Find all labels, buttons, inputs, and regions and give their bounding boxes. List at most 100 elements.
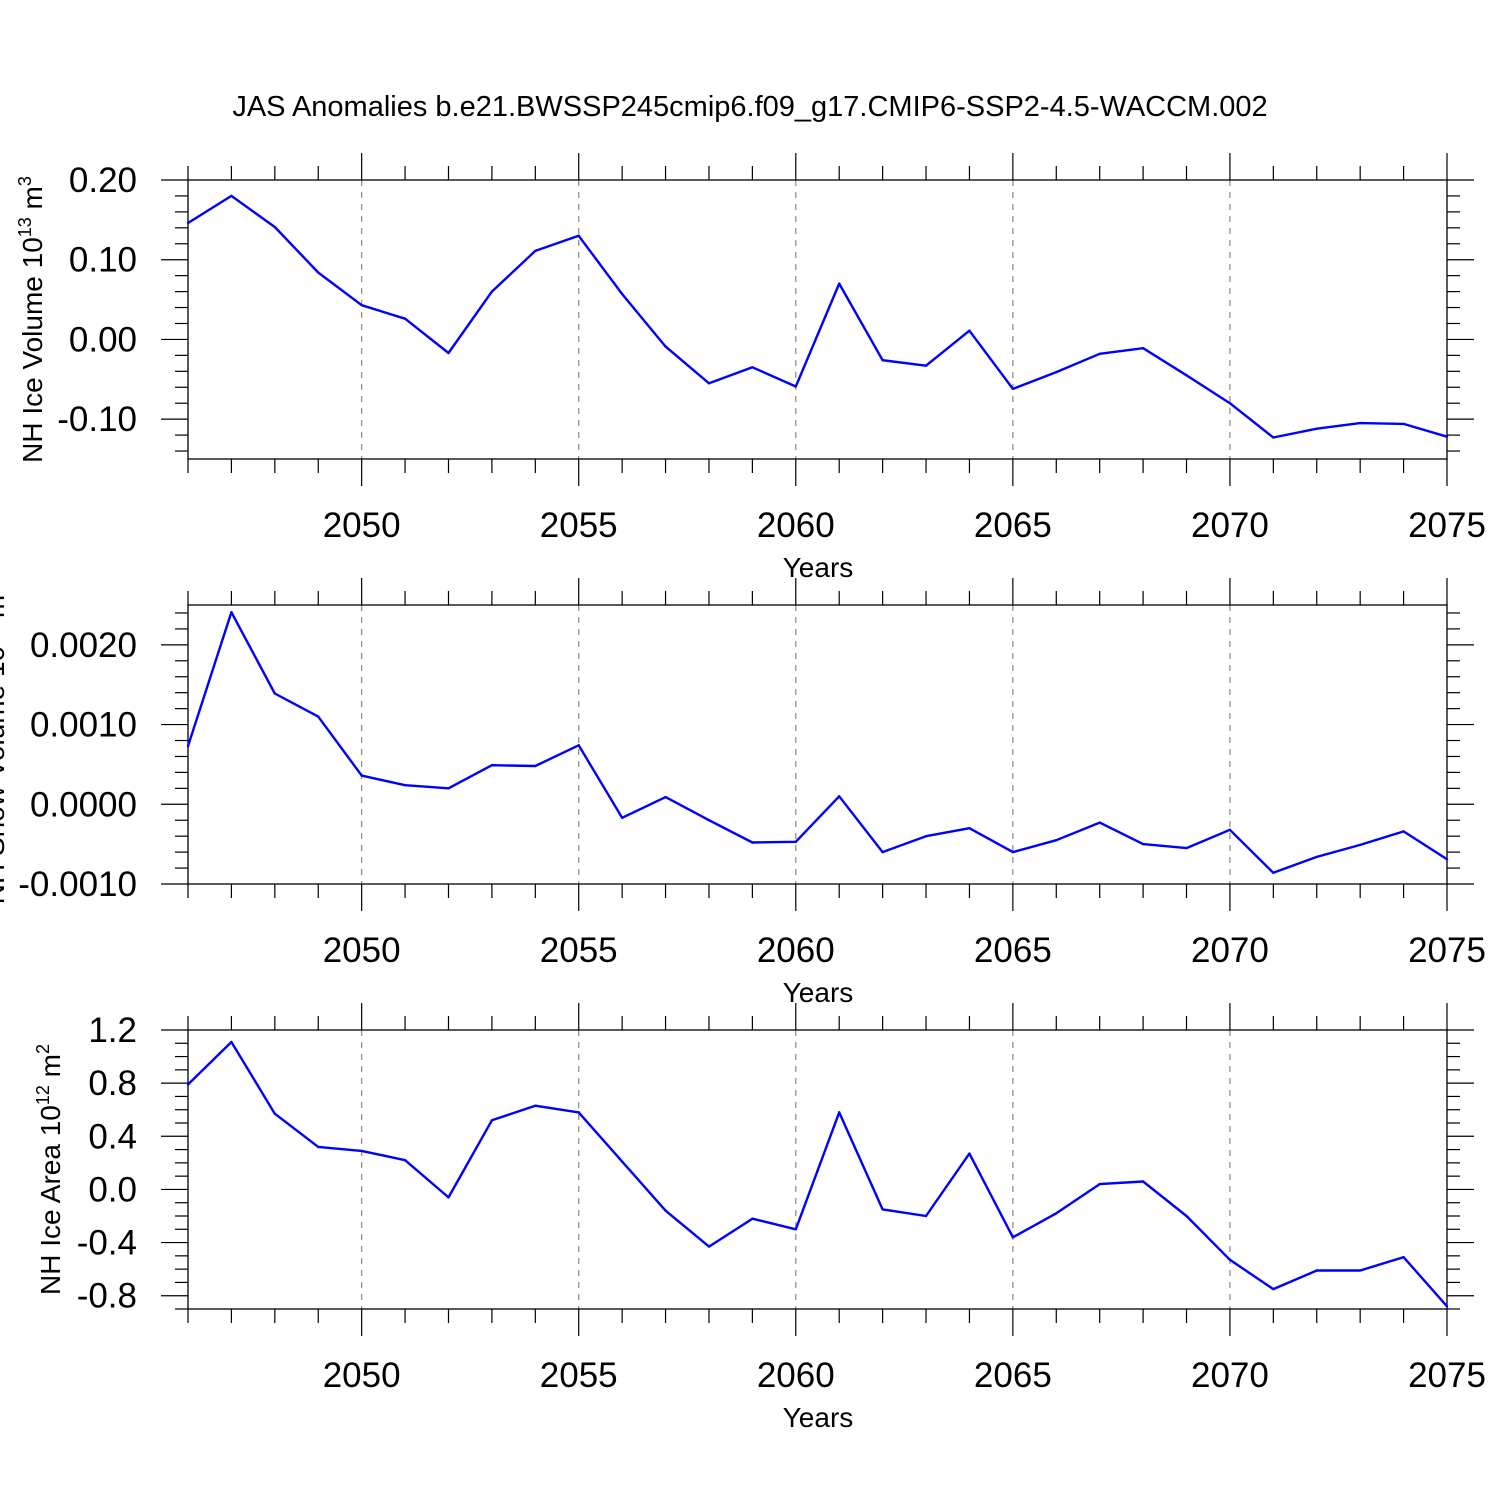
data-point <box>881 1208 884 1211</box>
data-point <box>1358 1269 1362 1272</box>
data-point <box>1055 370 1058 374</box>
data-point <box>1011 387 1015 391</box>
data-point <box>707 1245 711 1248</box>
data-point <box>447 1196 450 1199</box>
x-tick-label: 2075 <box>1408 1356 1486 1395</box>
data-point <box>186 744 190 748</box>
x-axis-label: Years <box>783 977 854 1008</box>
data-point <box>447 351 450 355</box>
data-point <box>1098 821 1101 824</box>
data-point <box>1185 1214 1188 1218</box>
data-point <box>534 249 537 253</box>
data-point <box>360 303 363 307</box>
data-point <box>1315 855 1318 859</box>
data-point <box>968 329 971 332</box>
data-point <box>1141 1180 1145 1183</box>
y-tick-label: -0.0010 <box>18 865 137 904</box>
data-point <box>1011 1236 1015 1239</box>
data-point <box>707 382 711 385</box>
y-axis-label-unit: m <box>17 186 48 217</box>
x-tick-label: 2060 <box>757 506 835 545</box>
data-point <box>273 1112 277 1115</box>
data-point <box>273 692 277 695</box>
y-tick-label: 0.10 <box>69 241 137 280</box>
x-tick-label: 2065 <box>974 506 1052 545</box>
y-tick-label: 0.00 <box>69 320 137 359</box>
data-point <box>403 783 407 787</box>
data-point <box>1272 436 1275 439</box>
data-point <box>1055 1212 1058 1215</box>
data-point <box>1185 374 1188 377</box>
x-tick-label: 2065 <box>974 931 1052 970</box>
data-point <box>1445 1305 1449 1308</box>
data-point <box>1358 843 1362 847</box>
data-point <box>620 1160 624 1163</box>
data-point <box>490 764 494 767</box>
data-point <box>403 317 407 320</box>
data-point <box>1315 1269 1318 1272</box>
x-tick-label: 2050 <box>323 931 401 970</box>
x-tick-label: 2055 <box>540 931 618 970</box>
data-point <box>317 715 320 718</box>
data-point <box>1402 1255 1405 1259</box>
data-point <box>1445 435 1449 438</box>
data-point <box>230 1040 233 1044</box>
data-point <box>534 764 537 768</box>
x-tick-label: 2075 <box>1408 931 1486 970</box>
data-point <box>881 358 884 362</box>
chart-title: JAS Anomalies b.e21.BWSSP245cmip6.f09_g1… <box>232 91 1267 123</box>
data-point <box>273 225 277 229</box>
data-point <box>838 282 841 285</box>
data-point <box>1098 1182 1101 1186</box>
y-tick-label: -0.10 <box>57 400 137 439</box>
y-axis-label-text: NH Ice Area 10 <box>35 1105 66 1295</box>
panel-1: 2050 2055 2060 2065 2070 2075 Years -0.10 0.00 0.… <box>15 153 1486 583</box>
data-point <box>707 819 711 822</box>
data-point <box>1228 828 1232 831</box>
y-tick-label: 0.4 <box>88 1117 137 1156</box>
x-tick-label: 2050 <box>323 1356 401 1395</box>
data-point <box>534 1104 537 1107</box>
plot-frame <box>187 1029 1448 1310</box>
y-tick-label: 0.20 <box>69 161 137 200</box>
data-point <box>968 1152 971 1155</box>
series-line <box>187 194 1448 439</box>
y-axis-label-text: NH Ice Volume 10 <box>17 237 48 463</box>
data-point <box>230 610 233 614</box>
y-tick-label: -0.8 <box>77 1277 137 1316</box>
data-point <box>924 834 928 838</box>
y-axis-label: NH Ice Volume 1013 m3 <box>15 176 48 463</box>
data-point <box>838 1111 841 1114</box>
data-point <box>317 1145 320 1149</box>
data-point <box>360 1149 363 1153</box>
series-line <box>187 1040 1448 1308</box>
x-tick-label: 2060 <box>757 931 835 970</box>
data-point <box>1402 830 1405 833</box>
data-point <box>1141 346 1145 350</box>
data-point <box>490 290 494 293</box>
data-point <box>838 795 841 798</box>
data-point <box>751 1217 754 1220</box>
data-point <box>1402 422 1405 426</box>
x-axis-label: Years <box>783 552 854 583</box>
x-tick-label: 2055 <box>540 506 618 545</box>
x-tick-label: 2060 <box>757 1356 835 1395</box>
data-point <box>577 1111 580 1114</box>
data-point <box>751 366 754 369</box>
y-axis-label-unit-exponent: 3 <box>15 176 35 186</box>
y-tick-label: 0.0000 <box>30 785 137 824</box>
data-point <box>664 345 667 348</box>
data-point <box>1055 838 1058 842</box>
data-point <box>664 795 667 799</box>
data-point <box>447 787 450 790</box>
y-axis-label-text: NH Snow Volume 10 <box>0 646 10 904</box>
data-point <box>1185 846 1188 850</box>
data-point <box>620 816 624 820</box>
y-tick-label: 0.8 <box>88 1064 137 1103</box>
x-tick-label: 2075 <box>1408 506 1486 545</box>
panel-2: 2050 2055 2060 2065 2070 2075 Years -0.0010 0.00… <box>0 578 1486 1008</box>
data-point <box>794 840 797 843</box>
data-point <box>1272 871 1275 875</box>
y-tick-label: -0.4 <box>77 1224 137 1263</box>
